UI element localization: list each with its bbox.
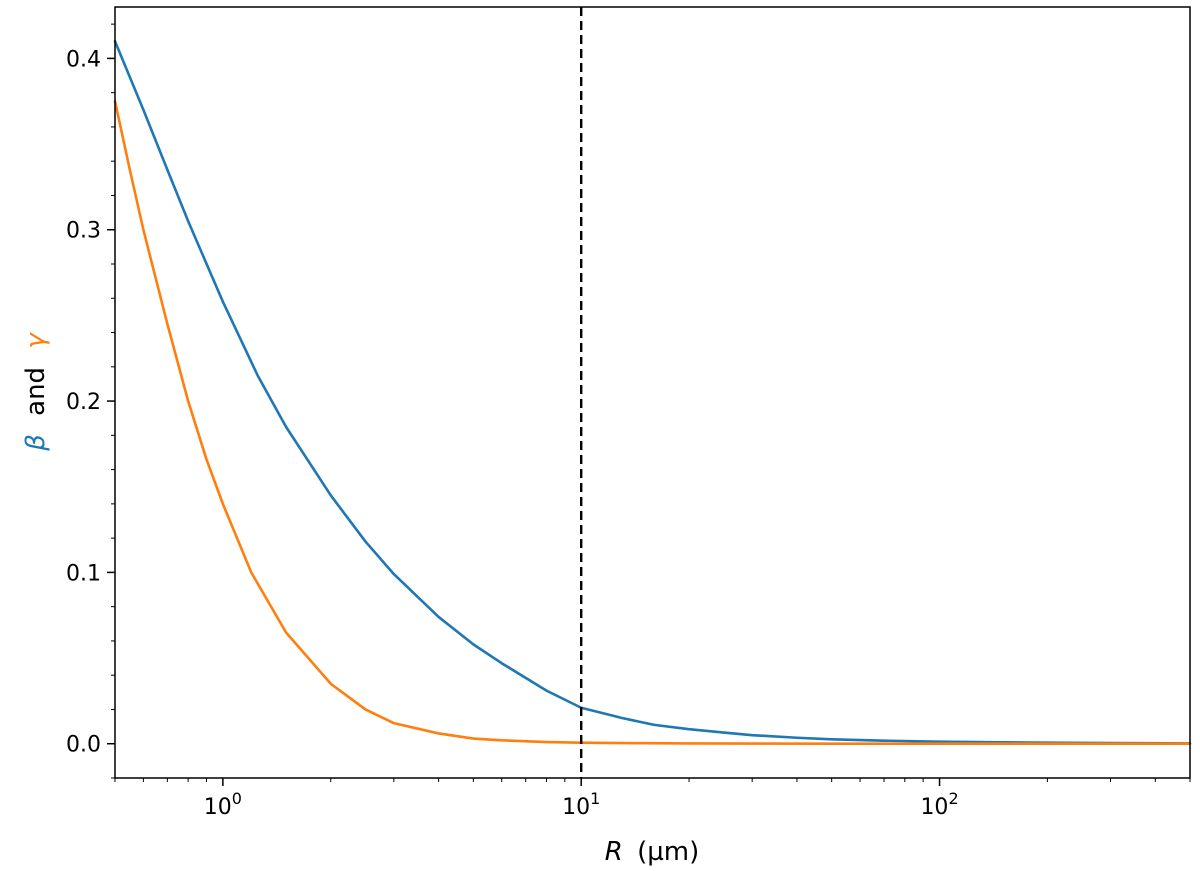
x-axis-label-unit: (µm): [637, 837, 699, 867]
y-tick-label-0: 0.0: [66, 733, 101, 758]
plot-area: [113, 7, 1192, 778]
x-tick-label-2: 102: [920, 789, 958, 820]
x-tick-label-1: 101: [562, 789, 600, 820]
series-line-0: [113, 39, 1192, 745]
y-tick-label-3: 0.3: [66, 219, 101, 244]
x-tick-label-0: 100: [204, 789, 242, 820]
plot-frame: [114, 6, 1191, 779]
y-tick-label-2: 0.2: [66, 390, 101, 415]
y-axis: 0.0 0.1 0.2 0.3 0.4: [66, 23, 115, 779]
series-line-1: [113, 99, 1192, 746]
y-axis-label-beta: β: [21, 434, 51, 452]
y-tick-label-4: 0.4: [66, 47, 101, 72]
y-axis-label-gamma: γ: [21, 332, 51, 349]
y-tick-label-1: 0.1: [66, 561, 101, 586]
y-axis-label-and: and: [21, 367, 51, 416]
x-axis-label-symbol: R: [605, 837, 623, 867]
x-axis: 100 101 102: [114, 778, 1191, 820]
y-axis-label: β and γ: [21, 332, 51, 452]
x-axis-label: R (µm): [605, 837, 700, 867]
